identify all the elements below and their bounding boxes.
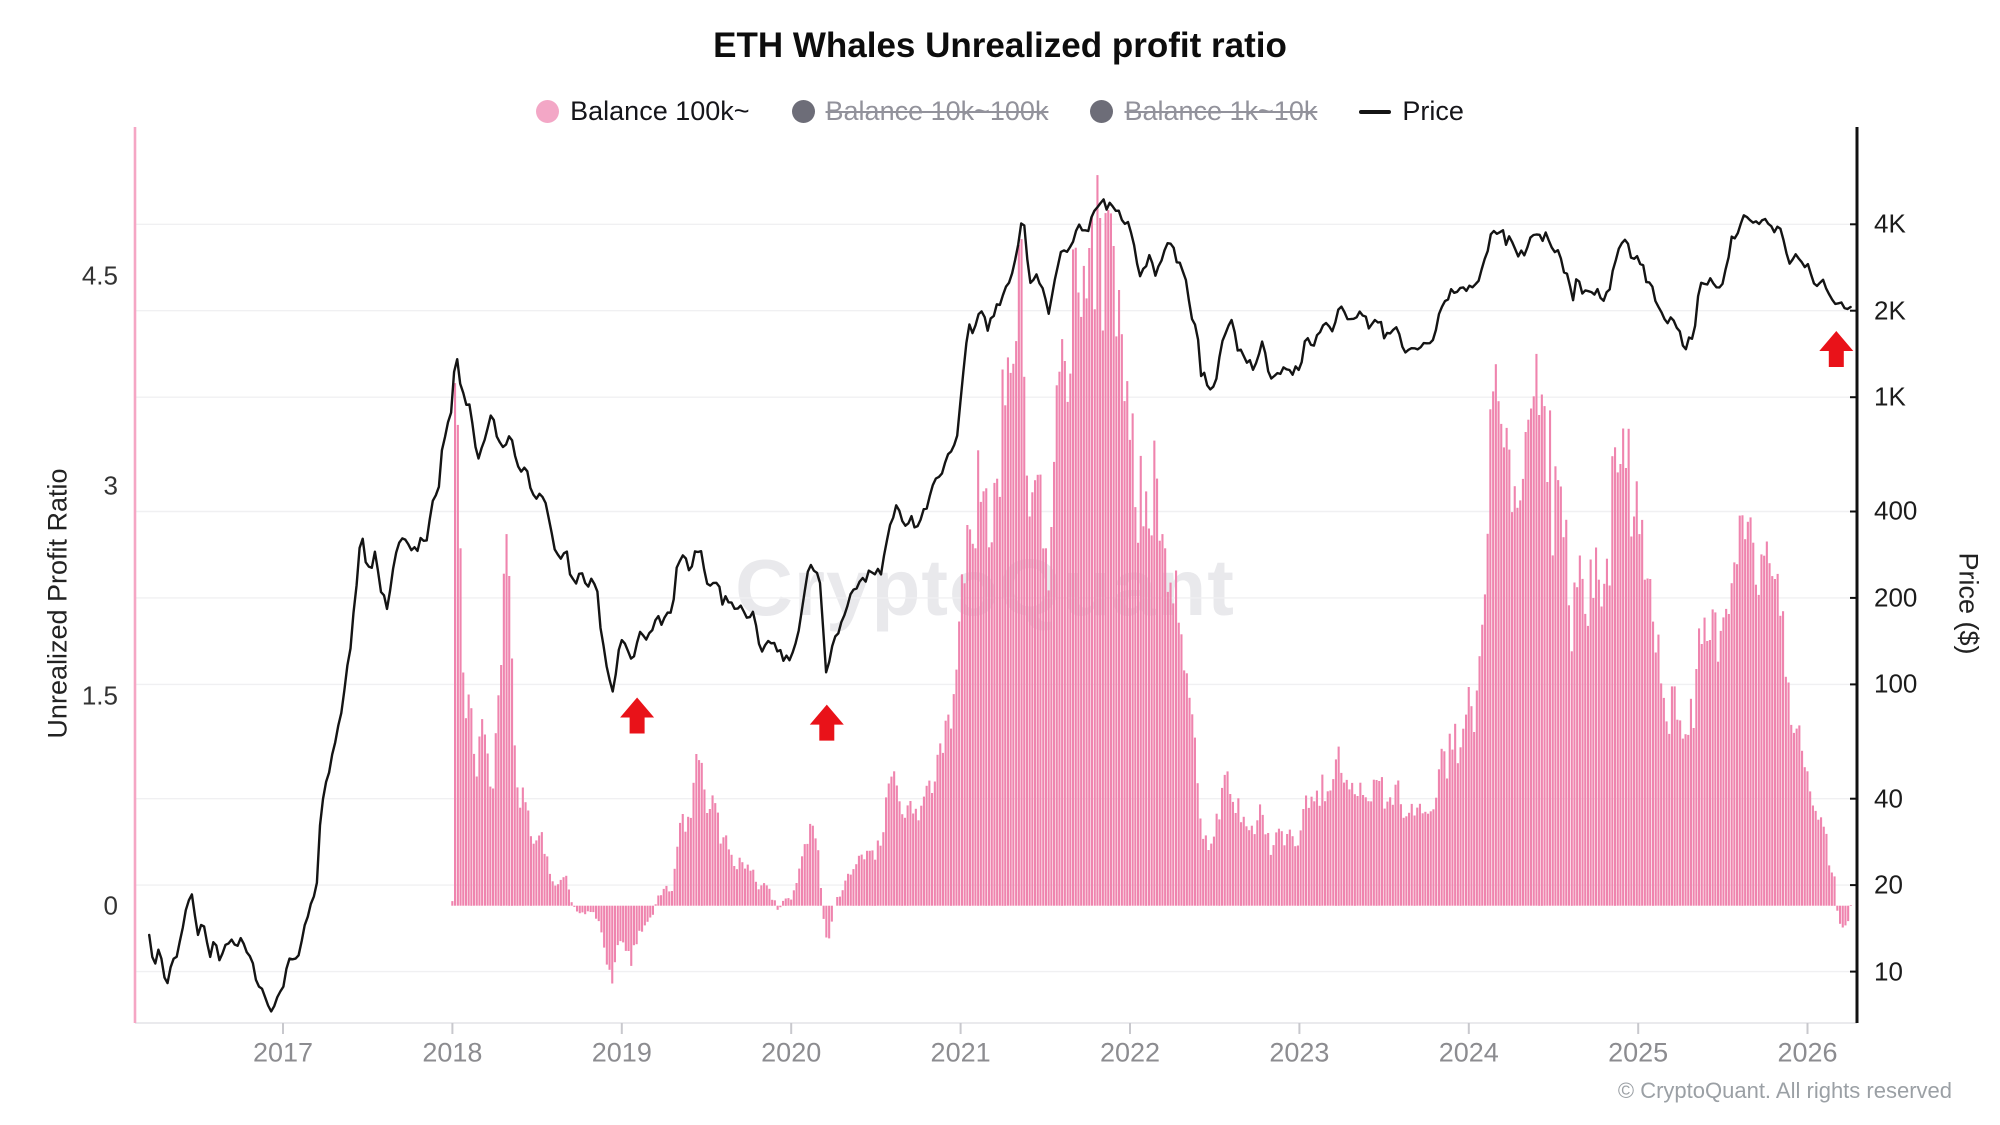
price-dash-icon [1359,109,1392,114]
balance-1k-10k-circle-icon [1090,100,1114,123]
chart-title: ETH Whales Unrealized profit ratio [713,26,1287,65]
legend-item-balance-10k-100k[interactable]: Balance 10k~100k [791,96,1049,127]
series-balance-100k [451,175,1852,984]
balance-10k-100k-circle-icon [791,100,815,123]
legend-label-balance-1k-10k: Balance 1k~10k [1124,96,1318,126]
legend-label-balance-10k-100k: Balance 10k~100k [825,96,1049,126]
right-axis-title: Price ($) [1953,552,1984,655]
left-axis-title: Unrealized Profit Ratio [42,468,73,739]
annotation-arrows [620,331,1854,741]
legend-item-balance-100k[interactable]: Balance 100k~ [536,96,750,127]
copyright-footer: © CryptoQuant. All rights reserved [1617,1078,1952,1103]
legend-label-price: Price [1402,96,1464,126]
legend-item-price[interactable]: Price [1359,96,1464,127]
gridlines [135,223,1857,1024]
legend: Balance 100k~ Balance 10k~100k Balance 1k~… [0,96,2000,127]
red-up-arrow-icon [809,704,844,741]
axes [133,127,1859,1034]
balance-100k-circle-icon [536,100,560,123]
red-up-arrow-icon [620,697,655,734]
legend-label-balance-100k: Balance 100k~ [570,96,750,126]
red-up-arrow-icon [1819,331,1854,367]
series-price [147,198,1852,1013]
legend-item-balance-1k-10k[interactable]: Balance 1k~10k [1090,96,1317,127]
